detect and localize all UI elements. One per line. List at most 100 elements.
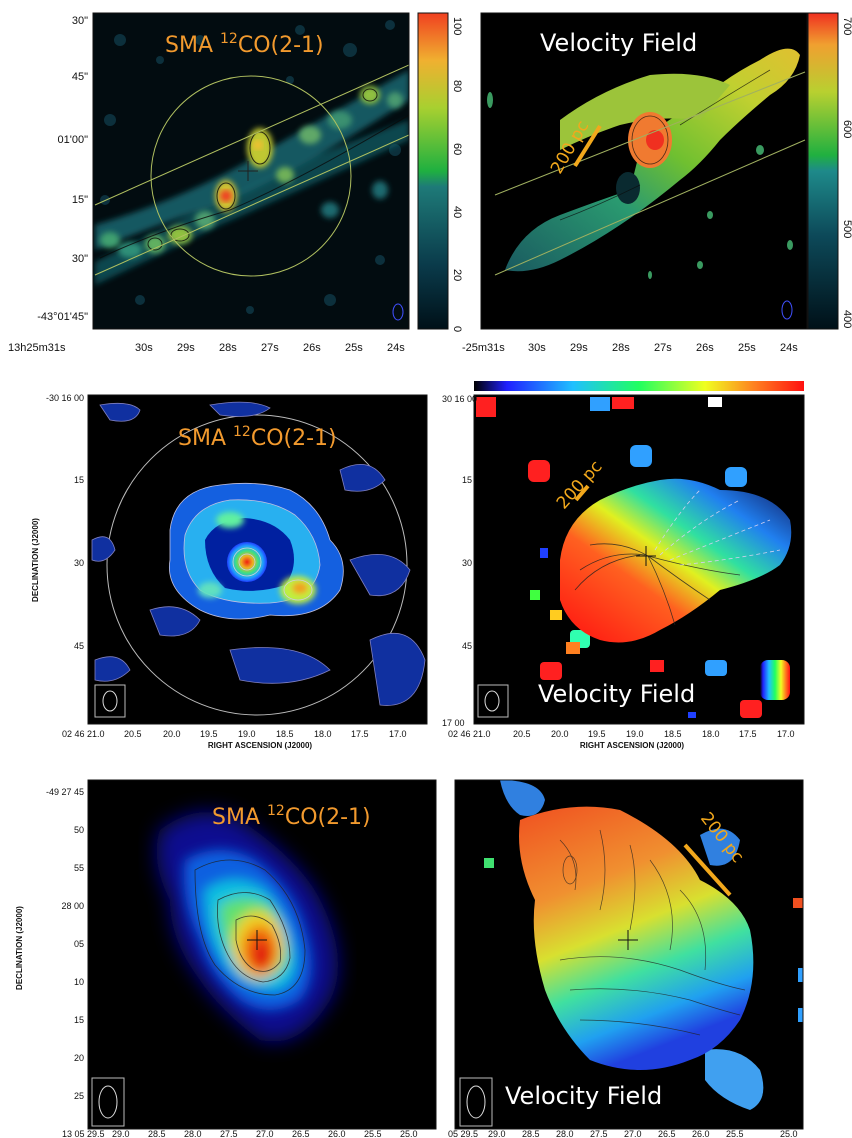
svg-text:02 46 21.0: 02 46 21.0 <box>62 729 105 739</box>
svg-text:05 29.5: 05 29.5 <box>448 1129 478 1138</box>
y-tick-labels: 30" 45" 01'00" 15" 30" -43°01'45" <box>37 15 88 323</box>
svg-text:26.5: 26.5 <box>292 1129 310 1138</box>
svg-text:26s: 26s <box>303 342 321 354</box>
svg-text:24s: 24s <box>780 342 798 354</box>
y-axis-label: DECLINATION (J2000) <box>31 518 40 602</box>
svg-text:10: 10 <box>74 977 84 987</box>
svg-text:13h25m31s: 13h25m31s <box>8 342 66 354</box>
svg-text:-25m31s: -25m31s <box>462 342 505 354</box>
svg-text:30": 30" <box>72 15 88 27</box>
svg-text:25: 25 <box>74 1091 84 1101</box>
svg-text:0: 0 <box>451 326 463 332</box>
svg-text:26.0: 26.0 <box>328 1129 346 1138</box>
svg-text:20: 20 <box>451 269 463 281</box>
panel-r1-left: SMA 12CO(2-1) 100 80 60 40 20 0 30" 45" … <box>8 12 463 354</box>
y-tick-labels: -49 27 45 50 55 28 00 05 10 15 20 25 <box>46 787 84 1101</box>
velocity-map <box>476 397 792 718</box>
svg-text:20.0: 20.0 <box>551 729 569 739</box>
svg-text:25s: 25s <box>345 342 363 354</box>
svg-text:28.5: 28.5 <box>522 1129 540 1138</box>
svg-text:700: 700 <box>841 17 852 35</box>
svg-text:18.0: 18.0 <box>702 729 720 739</box>
svg-text:20.5: 20.5 <box>124 729 142 739</box>
velocity-map <box>487 48 806 320</box>
svg-text:15: 15 <box>74 1015 84 1025</box>
svg-text:30s: 30s <box>528 342 546 354</box>
svg-text:05: 05 <box>74 939 84 949</box>
panel-title: Velocity Field <box>540 29 697 57</box>
svg-text:15: 15 <box>462 475 472 485</box>
panel-title: Velocity Field <box>538 680 695 708</box>
colorbar-ticks: 700 600 500 400 <box>841 17 852 328</box>
svg-text:19.5: 19.5 <box>200 729 218 739</box>
svg-text:27s: 27s <box>654 342 672 354</box>
svg-text:29s: 29s <box>177 342 195 354</box>
colorbar-ticks: 100 80 60 40 20 0 <box>451 17 463 332</box>
svg-text:500: 500 <box>841 220 852 238</box>
svg-text:40: 40 <box>451 206 463 218</box>
svg-text:20.5: 20.5 <box>513 729 531 739</box>
svg-text:29s: 29s <box>570 342 588 354</box>
svg-text:29.0: 29.0 <box>112 1129 130 1138</box>
panel-r3-right: Velocity Field 200 pc 05 29.5 29.0 28.5 … <box>448 779 804 1138</box>
svg-text:25.0: 25.0 <box>780 1129 798 1138</box>
svg-text:55: 55 <box>74 863 84 873</box>
svg-text:30 16 00: 30 16 00 <box>442 394 477 404</box>
svg-text:-30 16 00: -30 16 00 <box>46 393 84 403</box>
scale-bar <box>573 124 602 168</box>
y-tick-labels: -30 16 00 15 30 45 <box>46 393 84 651</box>
svg-text:17.5: 17.5 <box>351 729 369 739</box>
svg-text:18.5: 18.5 <box>276 729 294 739</box>
y-tick-labels: 30 16 00 15 30 45 17 00 <box>442 394 477 728</box>
svg-text:27.0: 27.0 <box>624 1129 642 1138</box>
x-tick-labels: 02 46 21.0 20.5 20.0 19.5 19.0 18.5 18.0… <box>448 729 795 739</box>
svg-text:19.0: 19.0 <box>626 729 644 739</box>
svg-text:13 05 29.5: 13 05 29.5 <box>62 1129 105 1138</box>
svg-text:60: 60 <box>451 143 463 155</box>
x-tick-labels: 02 46 21.0 20.5 20.0 19.5 19.0 18.5 18.0… <box>62 729 407 739</box>
co-intensity-map <box>91 812 338 1127</box>
svg-text:50: 50 <box>74 825 84 835</box>
scale-bar <box>683 843 732 897</box>
svg-text:01'00": 01'00" <box>58 134 89 146</box>
svg-text:27.5: 27.5 <box>220 1129 238 1138</box>
x-tick-labels: 13h25m31s 30s 29s 28s 27s 26s 25s 24s <box>8 342 405 354</box>
svg-text:15: 15 <box>74 475 84 485</box>
svg-text:45": 45" <box>72 71 88 83</box>
svg-text:24s: 24s <box>387 342 405 354</box>
panel-r2-left: SMA 12CO(2-1) -30 16 00 15 30 45 DECLINA… <box>31 393 428 750</box>
svg-text:400: 400 <box>841 310 852 328</box>
svg-text:30s: 30s <box>135 342 153 354</box>
svg-text:30": 30" <box>72 253 88 265</box>
svg-text:80: 80 <box>451 80 463 92</box>
svg-text:25.5: 25.5 <box>364 1129 382 1138</box>
svg-text:45: 45 <box>462 641 472 651</box>
svg-text:25.5: 25.5 <box>726 1129 744 1138</box>
svg-text:26s: 26s <box>696 342 714 354</box>
svg-text:26.5: 26.5 <box>658 1129 676 1138</box>
svg-text:45: 45 <box>74 641 84 651</box>
svg-text:18.0: 18.0 <box>314 729 332 739</box>
svg-text:28s: 28s <box>612 342 630 354</box>
panel-title: SMA 12CO(2-1) <box>212 803 371 830</box>
svg-text:100: 100 <box>451 17 463 35</box>
colorbar <box>474 381 804 391</box>
svg-text:28.5: 28.5 <box>148 1129 166 1138</box>
svg-text:-43°01'45": -43°01'45" <box>37 311 88 323</box>
co-intensity-map <box>91 401 426 718</box>
panel-r1-right: Velocity Field 200 pc 700 600 500 400 -2… <box>462 12 852 354</box>
velocity-map <box>459 780 803 1127</box>
scale-bar <box>574 484 590 502</box>
panel-r3-left: SMA 12CO(2-1) -49 27 45 50 55 28 00 05 1… <box>15 779 437 1138</box>
x-axis-label: RIGHT ASCENSION (J2000) <box>208 741 313 750</box>
svg-text:30: 30 <box>74 558 84 568</box>
svg-text:27.0: 27.0 <box>256 1129 274 1138</box>
co-intensity-map <box>94 20 409 321</box>
panel-title: SMA 12CO(2-1) <box>178 424 337 451</box>
svg-text:17.0: 17.0 <box>777 729 795 739</box>
svg-text:20.0: 20.0 <box>163 729 181 739</box>
svg-text:17.5: 17.5 <box>739 729 757 739</box>
svg-text:26.0: 26.0 <box>692 1129 710 1138</box>
panel-title: SMA 12CO(2-1) <box>165 31 324 58</box>
